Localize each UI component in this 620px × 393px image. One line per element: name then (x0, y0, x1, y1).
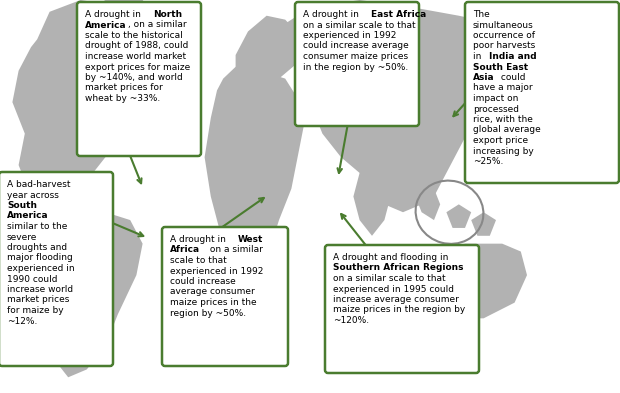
Text: in the region by ~50%.: in the region by ~50%. (303, 62, 408, 72)
Text: severe: severe (7, 233, 37, 242)
Polygon shape (353, 165, 391, 236)
Text: market prices: market prices (7, 296, 69, 305)
Text: have a major: have a major (473, 83, 533, 92)
FancyBboxPatch shape (325, 245, 479, 373)
Text: scale to that: scale to that (170, 256, 227, 265)
Text: Asia: Asia (473, 73, 495, 82)
Text: Africa: Africa (170, 246, 200, 255)
Text: market prices for: market prices for (85, 83, 162, 92)
Text: A drought and flooding in: A drought and flooding in (333, 253, 448, 262)
Text: experienced in 1992: experienced in 1992 (170, 266, 264, 275)
Text: region by ~50%.: region by ~50%. (170, 309, 246, 318)
Text: North: North (153, 10, 182, 19)
Text: America: America (7, 211, 48, 220)
Text: droughts and: droughts and (7, 243, 67, 252)
Text: maize prices in the region by: maize prices in the region by (333, 305, 465, 314)
Text: India and: India and (489, 52, 536, 61)
FancyBboxPatch shape (162, 227, 288, 366)
Text: A bad-harvest: A bad-harvest (7, 180, 71, 189)
Polygon shape (285, 0, 533, 212)
Text: increase world market: increase world market (85, 52, 186, 61)
Text: The: The (473, 10, 490, 19)
Text: maize prices in the: maize prices in the (170, 298, 257, 307)
Text: in: in (473, 52, 484, 61)
Text: poor harvests: poor harvests (473, 42, 535, 50)
Text: consumer maize prices: consumer maize prices (303, 52, 408, 61)
Text: South East: South East (473, 62, 528, 72)
Text: major flooding: major flooding (7, 253, 73, 263)
Text: ~25%.: ~25%. (473, 157, 503, 166)
Polygon shape (81, 0, 155, 39)
Text: A drought in: A drought in (85, 10, 144, 19)
Polygon shape (236, 16, 304, 86)
Text: ~12%.: ~12%. (7, 316, 37, 325)
Text: drought of 1988, could: drought of 1988, could (85, 42, 188, 50)
Text: could increase: could increase (170, 277, 236, 286)
Polygon shape (446, 204, 471, 228)
Text: global average: global average (473, 125, 541, 134)
Text: West: West (238, 235, 264, 244)
Text: East Africa: East Africa (371, 10, 427, 19)
Text: for maize by: for maize by (7, 306, 64, 315)
Polygon shape (415, 181, 440, 220)
Text: experienced in 1995 could: experienced in 1995 could (333, 285, 454, 294)
Text: export price: export price (473, 136, 528, 145)
FancyBboxPatch shape (77, 2, 201, 156)
Text: , on a similar: , on a similar (128, 20, 187, 29)
Text: on a similar scale to that: on a similar scale to that (333, 274, 446, 283)
Text: could increase average: could increase average (303, 42, 409, 50)
Text: ~120%.: ~120%. (333, 316, 369, 325)
Text: America: America (85, 20, 126, 29)
Text: on a similar scale to that: on a similar scale to that (303, 20, 415, 29)
Text: average consumer: average consumer (170, 288, 255, 296)
Text: scale to the historical: scale to the historical (85, 31, 183, 40)
Text: year across: year across (7, 191, 59, 200)
Polygon shape (471, 212, 496, 236)
Text: Southern African Regions: Southern African Regions (333, 263, 464, 272)
Text: on a similar: on a similar (207, 246, 263, 255)
FancyBboxPatch shape (0, 172, 113, 366)
Text: experienced in 1992: experienced in 1992 (303, 31, 396, 40)
Text: occurrence of: occurrence of (473, 31, 535, 40)
Text: rice, with the: rice, with the (473, 115, 533, 124)
Text: increase world: increase world (7, 285, 73, 294)
Text: A drought in: A drought in (303, 10, 361, 19)
Text: by ~140%, and world: by ~140%, and world (85, 73, 183, 82)
Polygon shape (205, 67, 304, 314)
Text: could: could (498, 73, 525, 82)
Text: processed: processed (473, 105, 519, 114)
FancyBboxPatch shape (465, 2, 619, 183)
Polygon shape (12, 0, 167, 236)
Polygon shape (56, 212, 143, 377)
Text: increase average consumer: increase average consumer (333, 295, 459, 304)
Text: 1990 could: 1990 could (7, 274, 58, 283)
Polygon shape (434, 244, 527, 318)
Text: simultaneous: simultaneous (473, 20, 534, 29)
Text: A drought in: A drought in (170, 235, 229, 244)
Text: similar to the: similar to the (7, 222, 68, 231)
Text: impact on: impact on (473, 94, 518, 103)
Text: experienced in: experienced in (7, 264, 74, 273)
Text: South: South (7, 201, 37, 210)
Text: wheat by ~33%.: wheat by ~33%. (85, 94, 160, 103)
Text: export prices for maize: export prices for maize (85, 62, 190, 72)
Text: increasing by: increasing by (473, 147, 534, 156)
Polygon shape (490, 102, 502, 118)
FancyBboxPatch shape (295, 2, 419, 126)
